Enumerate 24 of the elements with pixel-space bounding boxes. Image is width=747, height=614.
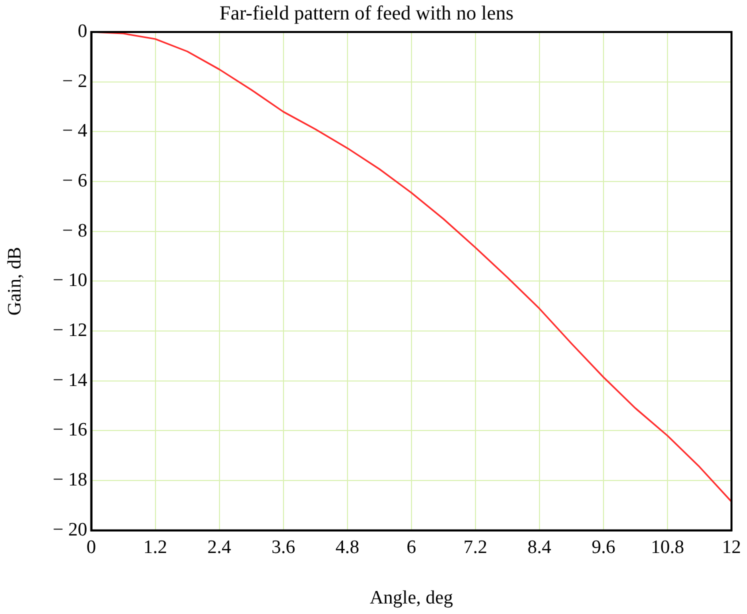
y-tick-label: − 6	[62, 170, 88, 192]
x-tick-label: 1.2	[143, 536, 168, 558]
y-tick-label: 0	[78, 20, 88, 42]
y-tick-label: − 16	[52, 420, 88, 441]
x-tick-label: 9.6	[592, 536, 616, 558]
x-tick-label: 2.4	[207, 536, 232, 558]
y-tick-label: − 14	[52, 370, 88, 391]
y-axis-title: Gain, dB	[4, 246, 26, 316]
x-tick-label: 12	[722, 536, 741, 558]
x-axis-title: Angle, deg	[370, 588, 454, 609]
x-tick-label: 4.8	[335, 536, 360, 558]
y-tick-label: − 10	[52, 270, 88, 292]
y-tick-label: − 18	[52, 470, 88, 491]
y-tick-label: − 4	[62, 120, 88, 142]
y-tick-label: − 12	[52, 320, 88, 342]
x-tick-label: 3.6	[271, 536, 296, 558]
y-tick-label: − 2	[62, 70, 88, 92]
y-tick-label: − 8	[62, 220, 88, 242]
x-tick-label: 6	[406, 536, 416, 558]
x-tick-label: 7.2	[464, 536, 488, 558]
x-tick-label: 8.4	[528, 536, 552, 558]
x-tick-label: 10.8	[650, 536, 684, 558]
y-tick-label: − 20	[52, 519, 88, 540]
chart-title: Far-field pattern of feed with no lens	[220, 2, 514, 24]
